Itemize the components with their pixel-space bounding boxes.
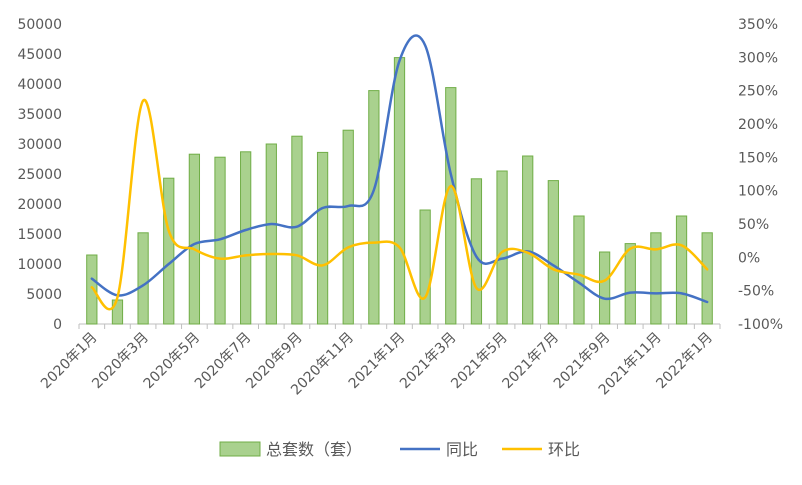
series-line-2 xyxy=(90,99,709,311)
y-right-tick-label: -100% xyxy=(738,317,783,333)
bar xyxy=(624,243,636,325)
bar xyxy=(188,153,201,325)
lines-layer xyxy=(90,34,709,311)
bar xyxy=(598,251,611,325)
y-left-tick-label: 30000 xyxy=(17,137,62,153)
bar xyxy=(368,90,380,325)
bar xyxy=(111,299,124,325)
bar xyxy=(419,209,431,325)
bar xyxy=(342,129,354,325)
bar xyxy=(522,155,534,325)
bars-layer xyxy=(86,57,713,325)
bar xyxy=(163,177,175,325)
bar xyxy=(240,151,252,325)
series-line-1 xyxy=(90,34,709,304)
y-left-tick-label: 35000 xyxy=(17,107,62,123)
bar xyxy=(393,57,406,325)
y-right-tick-label: 100% xyxy=(738,184,778,200)
legend-swatch-bar xyxy=(219,441,261,457)
y-left-tick-label: 10000 xyxy=(17,257,62,273)
bar xyxy=(445,87,457,325)
bar xyxy=(675,215,688,325)
y-right-tick-label: 350% xyxy=(738,17,778,33)
y-left-tick-label: 5000 xyxy=(26,287,62,303)
legend: 总套数（套） 同比 环比 xyxy=(219,440,580,459)
bar xyxy=(470,178,483,325)
bar xyxy=(650,232,662,325)
bar xyxy=(316,151,329,325)
y-left-tick-label: 15000 xyxy=(17,227,62,243)
legend-label: 总套数（套） xyxy=(266,440,362,459)
y-left-tick-label: 45000 xyxy=(17,47,62,63)
y-right-tick-label: 300% xyxy=(738,50,778,66)
bar xyxy=(291,135,303,325)
bar xyxy=(701,232,713,325)
axes-layer xyxy=(78,323,721,329)
y-left-tick-label: 25000 xyxy=(17,167,62,183)
y-left-tick-label: 40000 xyxy=(17,77,62,93)
bar xyxy=(137,232,149,325)
y-right-tick-label: 200% xyxy=(738,117,778,133)
y-right-tick-label: 50% xyxy=(738,217,769,233)
y-left-tick-label: 0 xyxy=(53,317,62,333)
bar xyxy=(573,215,585,325)
bar xyxy=(86,254,98,325)
legend-label: 同比 xyxy=(446,440,478,459)
y-left-tick-label: 20000 xyxy=(17,197,62,213)
bar xyxy=(496,170,508,325)
bar xyxy=(547,180,559,325)
y-right-tick-label: 0% xyxy=(738,250,760,266)
y-right-tick-label: -50% xyxy=(738,284,774,300)
bar xyxy=(265,143,277,325)
y-right-tick-label: 150% xyxy=(738,150,778,166)
legend-label: 环比 xyxy=(548,440,580,459)
y-right-tick-label: 250% xyxy=(738,84,778,100)
y-left-tick-label: 50000 xyxy=(17,17,62,33)
